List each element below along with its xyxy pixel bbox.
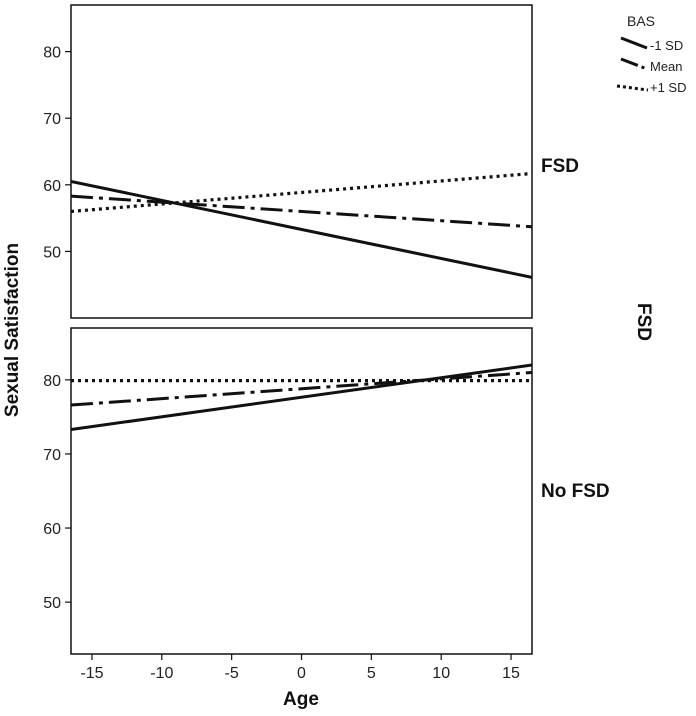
legend-label: -1 SD <box>650 38 683 53</box>
panel-label: No FSD <box>541 481 610 502</box>
y-tick-label: 60 <box>43 521 61 538</box>
legend-title: BAS <box>627 13 655 29</box>
y-tick-label: 60 <box>43 178 61 195</box>
legend-label: Mean <box>650 59 683 74</box>
y-tick-label: 80 <box>43 45 61 62</box>
legend-swatch-dotted <box>616 84 649 92</box>
y-tick-label: 50 <box>43 244 61 261</box>
y-tick-label: 70 <box>43 111 61 128</box>
legend-swatch-solid <box>620 36 648 50</box>
x-tick-label: -15 <box>80 665 103 682</box>
y-tick-label: 50 <box>43 595 61 612</box>
y-tick-label: 70 <box>43 447 61 464</box>
panel-frame <box>70 4 533 319</box>
y-tick-label: 80 <box>43 373 61 390</box>
legend-swatch-dashdot <box>620 57 648 71</box>
x-tick-label: 15 <box>502 665 520 682</box>
series-line-solid <box>71 363 532 431</box>
facet-label: FSD <box>633 303 654 341</box>
legend-label: +1 SD <box>650 80 687 95</box>
series-line-dotted <box>71 171 532 214</box>
x-tick-label: 10 <box>432 665 450 682</box>
series-line-solid <box>71 180 532 279</box>
x-tick-label: -5 <box>225 665 239 682</box>
series-line-dashdot <box>71 194 532 229</box>
series-line-dashdot <box>71 370 532 407</box>
panel-label: FSD <box>541 156 579 177</box>
x-tick-label: 5 <box>367 665 376 682</box>
x-axis-title: Age <box>283 689 319 710</box>
x-tick-label: -10 <box>150 665 173 682</box>
x-tick-label: 0 <box>297 665 306 682</box>
y-axis-title: Sexual Satisfaction <box>2 243 23 417</box>
